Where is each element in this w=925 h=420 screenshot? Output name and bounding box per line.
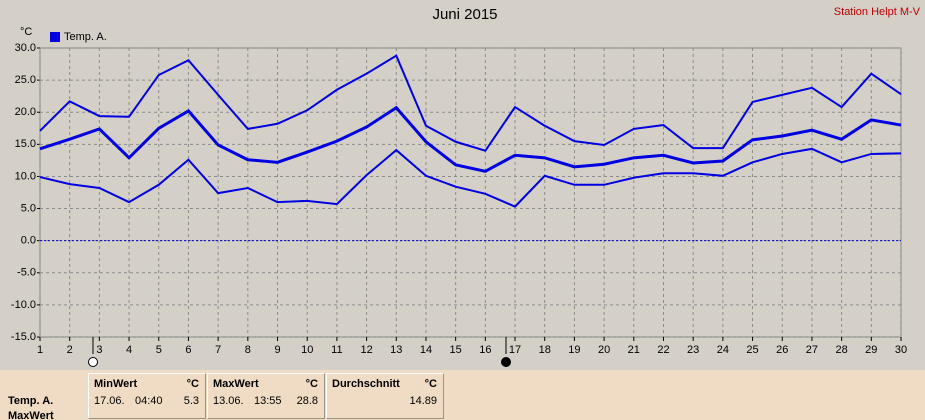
x-tick-label: 26 <box>776 344 788 356</box>
series-line <box>39 147 902 208</box>
panel-unit: °C <box>186 378 199 390</box>
x-tick-label: 21 <box>628 344 640 356</box>
x-tick-label: 1 <box>37 344 43 356</box>
cursor-handle[interactable] <box>501 357 511 367</box>
station-label: Station Helpt M-V <box>834 6 921 18</box>
x-tick-label: 23 <box>687 344 699 356</box>
x-tick-label: 27 <box>806 344 818 356</box>
panel-header: MaxWert <box>213 378 259 390</box>
panel-unit: °C <box>305 378 318 390</box>
x-tick-label: 22 <box>657 344 669 356</box>
y-tick-label: 20.0 <box>15 106 36 118</box>
panel-header: Durchschnitt <box>332 378 400 390</box>
row-label: Temp. A. <box>8 395 54 407</box>
panel-time: 13:55 <box>254 395 282 407</box>
x-tick-label: 24 <box>717 344 729 356</box>
panel-value: 14.89 <box>409 395 437 407</box>
cursor-handle[interactable] <box>88 357 98 367</box>
x-tick-label: 19 <box>568 344 580 356</box>
chart-title: Juni 2015 <box>432 6 497 23</box>
panel-unit: °C <box>424 378 437 390</box>
x-tick-label: 30 <box>895 344 907 356</box>
x-tick-label: 9 <box>274 344 280 356</box>
x-tick-label: 15 <box>450 344 462 356</box>
chart: Juni 2015 Station Helpt M-V °C -15.0 -10.… <box>11 6 921 367</box>
x-tick-label: 11 <box>331 344 342 356</box>
panel-header: MinWert <box>94 378 138 390</box>
y-tick-label: 0.0 <box>21 235 36 247</box>
y-unit: °C <box>20 26 32 38</box>
legend-label: Temp. A. <box>64 31 107 43</box>
x-tick-label: 28 <box>835 344 847 356</box>
y-tick-label: 5.0 <box>21 202 36 214</box>
y-tick-label: -10.0 <box>11 299 36 311</box>
y-tick-label: 25.0 <box>15 74 36 86</box>
panel-date: 17.06. <box>94 395 125 407</box>
panel-date: 13.06. <box>213 395 244 407</box>
y-tick-label: 30.0 <box>15 42 36 54</box>
legend-swatch <box>50 32 60 42</box>
x-tick-label: 10 <box>301 344 313 356</box>
x-tick-label: 3 <box>96 344 102 356</box>
summary-bar: Temp. A. MaxWert MinWert °C 17.06. 04:40… <box>0 370 925 420</box>
panel-value: 5.3 <box>183 395 199 407</box>
x-tick-label: 5 <box>156 344 162 356</box>
plot-area <box>39 47 902 338</box>
x-tick-label: 2 <box>67 344 73 356</box>
x-tick-label: 17 <box>509 344 521 356</box>
summary-panel: MaxWert °C 13.06. 13:55 28.8 <box>207 373 325 419</box>
y-tick-label: -5.0 <box>17 267 36 279</box>
x-tick-label: 14 <box>420 344 432 356</box>
x-tick-label: 4 <box>126 344 132 356</box>
series-line <box>39 54 902 152</box>
y-tick-label: -15.0 <box>11 331 36 343</box>
x-tick-label: 13 <box>390 344 402 356</box>
x-tick-label: 18 <box>539 344 551 356</box>
summary-panel: Durchschnitt °C 14.89 <box>326 373 444 419</box>
x-tick-label: 20 <box>598 344 610 356</box>
x-tick-label: 29 <box>865 344 877 356</box>
panel-value: 28.8 <box>296 395 318 407</box>
series-line <box>39 105 902 173</box>
x-tick-label: 25 <box>746 344 758 356</box>
x-tick-label: 7 <box>215 344 221 356</box>
x-tick-label: 16 <box>479 344 491 356</box>
y-tick-label: 10.0 <box>15 170 36 182</box>
summary-panel: MinWert °C 17.06. 04:40 5.3 <box>88 373 206 419</box>
x-tick-label: 6 <box>185 344 191 356</box>
y-tick-label: 15.0 <box>15 138 36 150</box>
cursors <box>88 337 511 367</box>
x-tick-label: 8 <box>245 344 251 356</box>
row-label: MaxWert <box>8 410 54 420</box>
x-tick-label: 12 <box>360 344 372 356</box>
panel-time: 04:40 <box>135 395 163 407</box>
